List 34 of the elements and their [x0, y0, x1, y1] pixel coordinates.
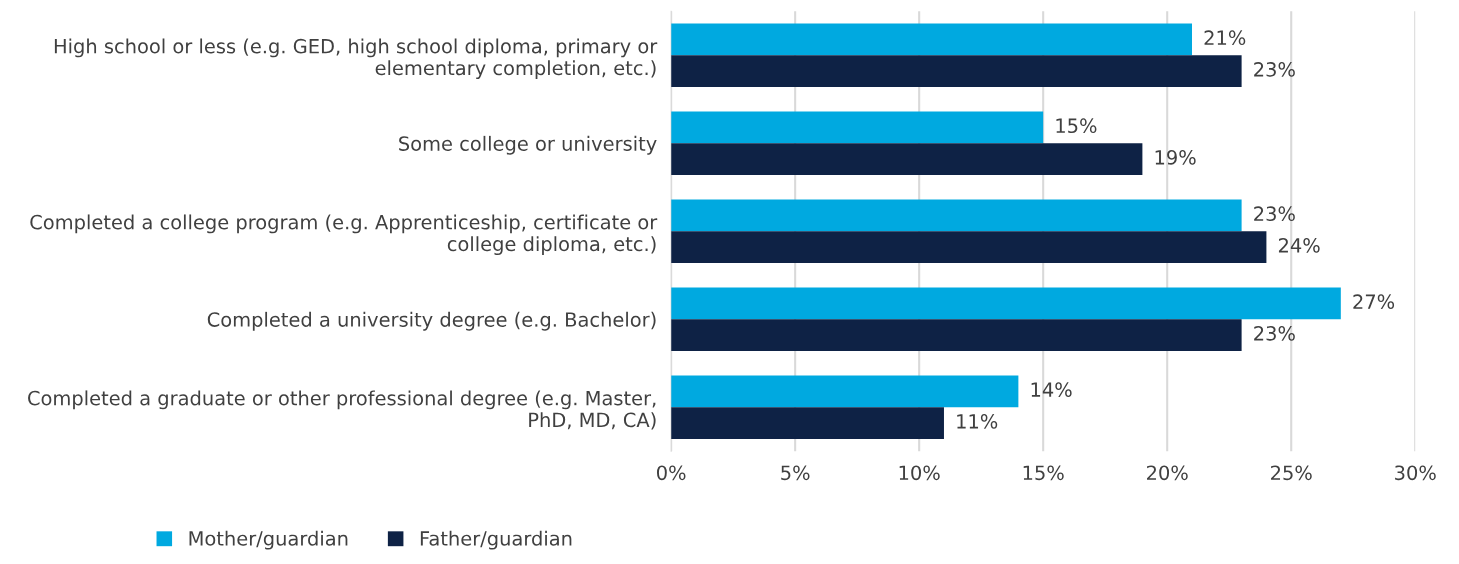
y-tick-label: Completed a college program (e.g. Apprenticeship, certificate or college diploma, etc.) — [30, 214, 658, 256]
text: 27% — [1353, 294, 1395, 310]
bar — [671, 23, 1192, 56]
x-tick-label: 30% — [1395, 465, 1436, 481]
x-tick-label: 10% — [899, 465, 940, 481]
x-tick-label: 5% — [781, 465, 810, 481]
bar — [671, 231, 1267, 263]
x-tick-label: 20% — [1147, 465, 1188, 481]
text: 11% — [957, 413, 998, 429]
y-tick-label: High school or less (e.g. GED, high school diploma, primary or elementary completion, etc.) — [54, 38, 658, 80]
y-tick-label: Some college or university — [399, 135, 657, 155]
bar — [671, 375, 1019, 408]
x-tick-label: 15% — [1023, 465, 1064, 481]
text: 23% — [1254, 326, 1295, 341]
legend-label: Father/guardian — [420, 530, 572, 550]
text: 19% — [1155, 150, 1196, 165]
text: 23% — [1254, 62, 1295, 77]
text: 14% — [1031, 382, 1072, 398]
text: 24% — [1278, 238, 1320, 253]
legend-label: Mother/guardian — [189, 530, 348, 550]
text: 23% — [1254, 206, 1295, 222]
bar — [671, 55, 1242, 87]
y-tick-label: Completed a university degree (e.g. Bachelor) — [207, 311, 656, 331]
bar — [671, 143, 1143, 175]
bar — [671, 407, 944, 439]
bar — [671, 319, 1242, 351]
bar — [671, 111, 1044, 144]
x-tick-label: 0% — [657, 465, 686, 481]
bar — [671, 287, 1341, 320]
y-tick-label: Completed a graduate or other professional degree (e.g. Master, PhD, MD, CA) — [28, 390, 656, 430]
text: 15% — [1056, 118, 1097, 134]
bar — [671, 199, 1242, 232]
text: 21% — [1204, 30, 1246, 46]
x-tick-label: 25% — [1271, 465, 1312, 481]
